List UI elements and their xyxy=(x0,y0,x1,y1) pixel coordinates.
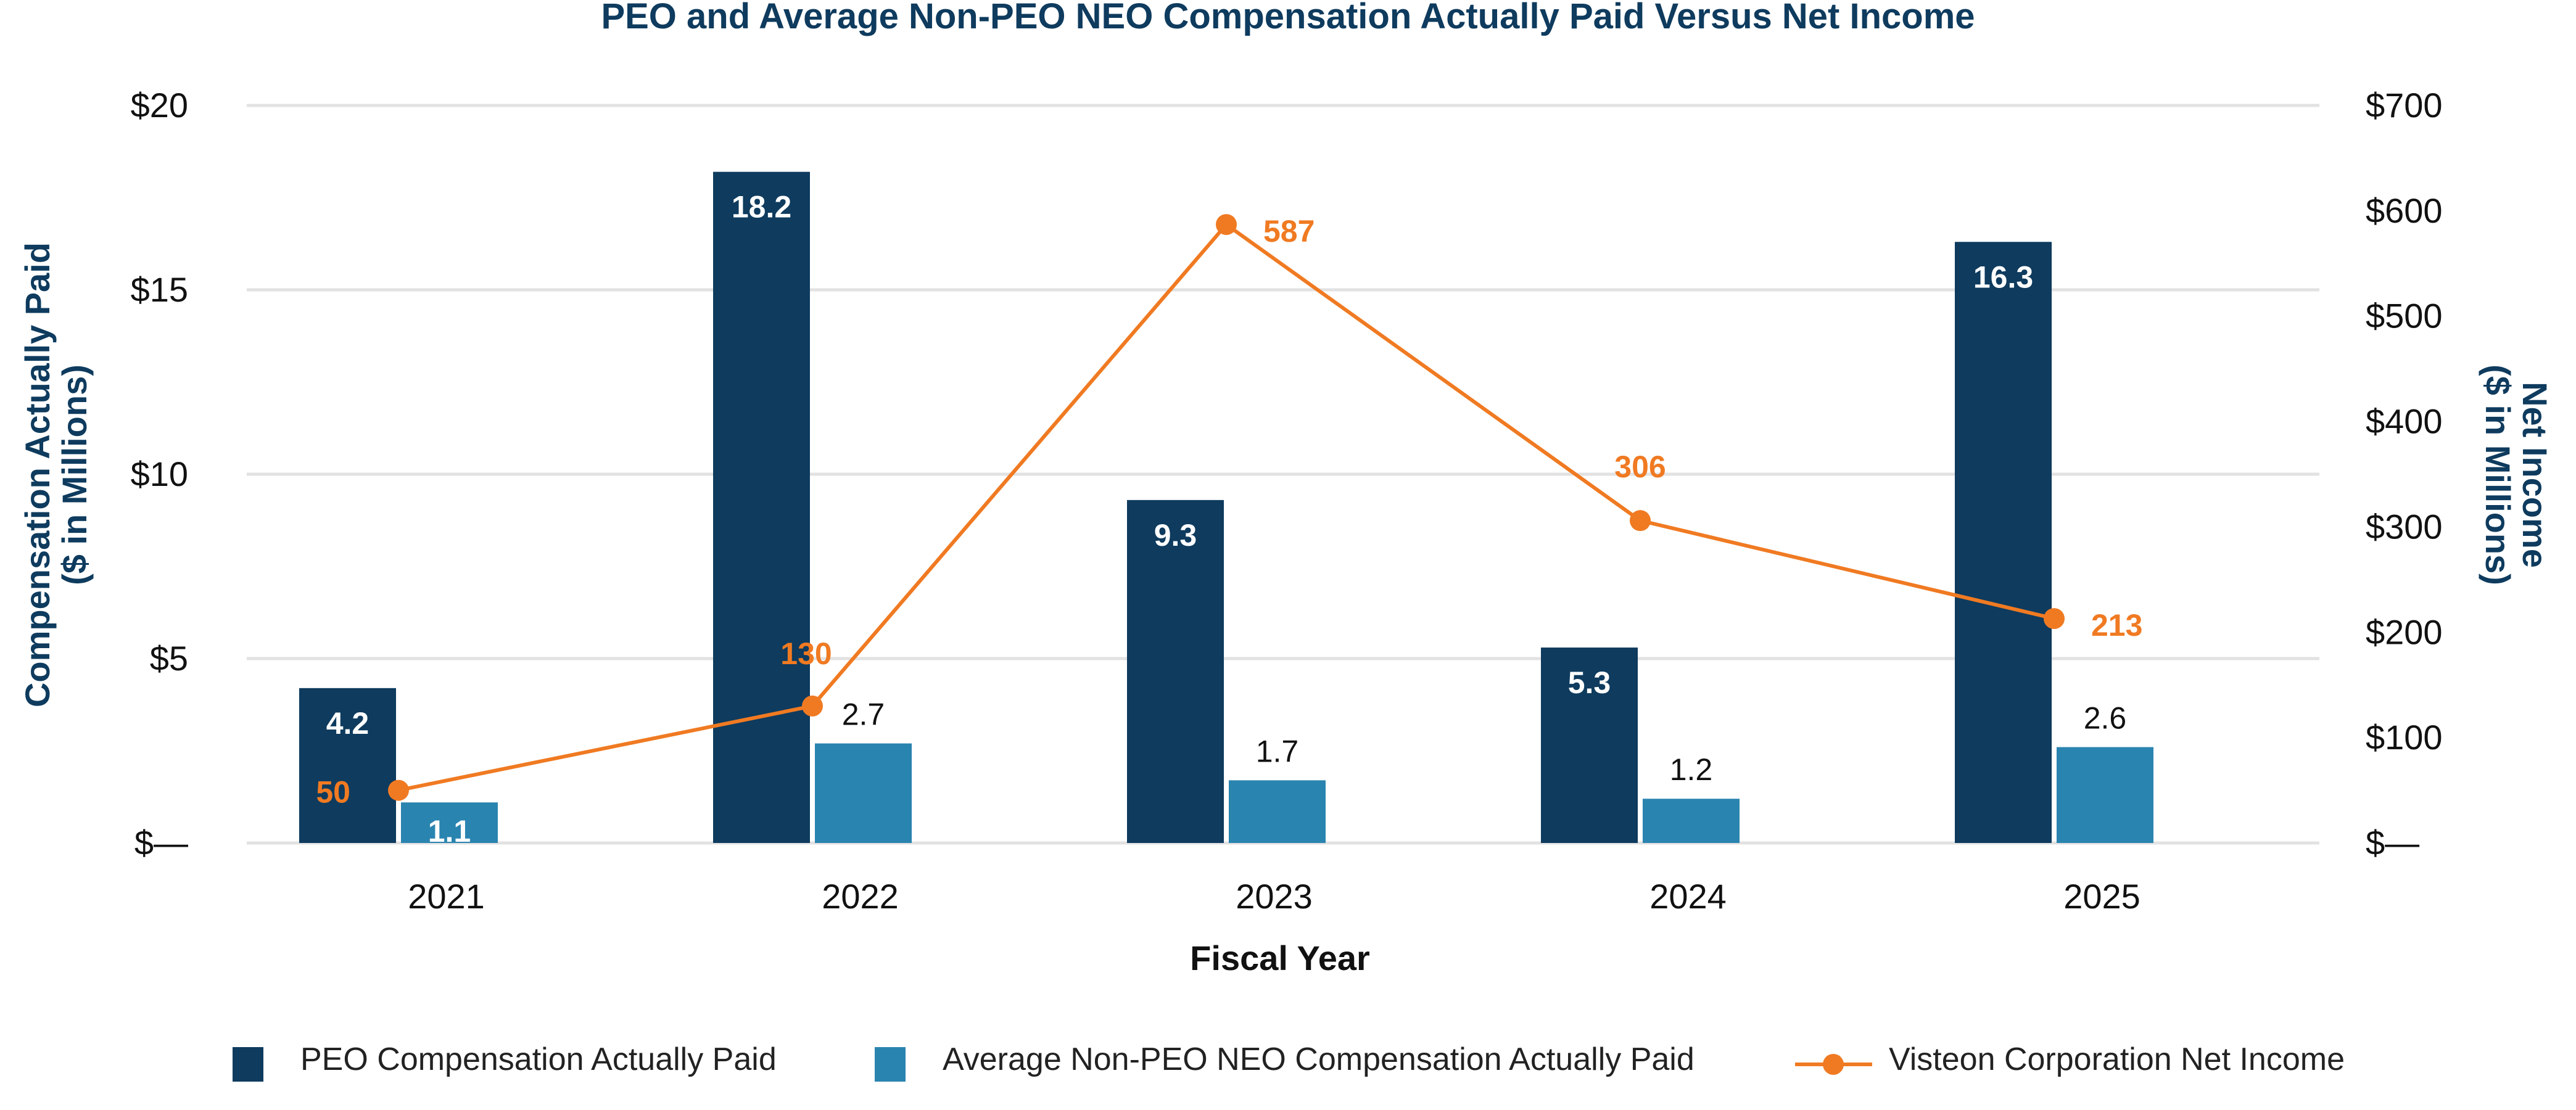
bar-label-peo: 4.2 xyxy=(326,706,369,741)
bar-label-peo: 16.3 xyxy=(1973,260,2033,294)
x-axis-title: Fiscal Year xyxy=(1190,939,1370,977)
y2-tick-label: $300 xyxy=(2366,507,2443,546)
net-income-point xyxy=(1630,510,1651,532)
y2-tick-label: $600 xyxy=(2366,191,2443,230)
bar-peo xyxy=(299,688,396,843)
y2-tick-label: $— xyxy=(2366,823,2419,862)
net-income-label: 306 xyxy=(1614,450,1666,484)
bars xyxy=(299,171,2153,843)
y-axis-left-title-line: Compensation Actually Paid xyxy=(18,242,57,707)
bar-non-peo-neo xyxy=(815,743,912,843)
net-income-label: 587 xyxy=(1263,214,1315,249)
y2-tick-label: $400 xyxy=(2366,402,2443,441)
net-income-label: 130 xyxy=(780,636,832,671)
bar-peo xyxy=(1955,242,2052,843)
legend-label-non-peo-neo: Average Non-PEO NEO Compensation Actuall… xyxy=(943,1042,1695,1077)
net-income-line xyxy=(388,214,2065,801)
bar-peo xyxy=(1127,500,1224,843)
x-tick-label: 2023 xyxy=(1236,877,1313,916)
x-axis: 2021 2022 2023 2024 2025 xyxy=(408,877,2140,916)
bar-label-peo: 9.3 xyxy=(1154,518,1197,553)
bar-label-peo: 18.2 xyxy=(732,190,791,224)
y-axis-right-title-line: Net Income xyxy=(2516,382,2554,568)
bar-label-non-peo-neo: 1.1 xyxy=(428,814,471,849)
x-tick-label: 2021 xyxy=(408,877,485,916)
net-income-polyline xyxy=(398,222,2055,792)
y-tick-label: $15 xyxy=(131,270,188,309)
bar-non-peo-neo xyxy=(1643,799,1740,843)
x-tick-label: 2022 xyxy=(822,877,899,916)
y2-tick-label: $200 xyxy=(2366,612,2443,651)
x-tick-label: 2025 xyxy=(2063,877,2140,916)
y-axis-right: $— $100 $200 $300 $400 $500 $600 $700 xyxy=(2366,86,2443,862)
legend-label-net-income: Visteon Corporation Net Income xyxy=(1889,1042,2345,1077)
y2-tick-label: $100 xyxy=(2366,718,2443,757)
chart-title: PEO and Average Non-PEO NEO Compensation… xyxy=(601,0,1975,36)
bar-peo xyxy=(713,171,810,843)
y-tick-label: $10 xyxy=(131,454,188,493)
bar-label-non-peo-neo: 1.7 xyxy=(1256,734,1299,768)
y-tick-label: $— xyxy=(134,823,188,862)
bar-non-peo-neo xyxy=(2057,747,2153,843)
x-tick-label: 2024 xyxy=(1649,877,1727,916)
net-income-label: 50 xyxy=(316,775,350,810)
y-axis-right-title: Net Income($ in Millions) xyxy=(2479,364,2554,585)
legend-swatch-peo xyxy=(233,1047,263,1082)
bar-label-non-peo-neo: 2.6 xyxy=(2084,701,2127,736)
data-labels: 4.2 1.1 18.2 2.7 9.3 1.7 5.3 1.2 16.3 2.6 50 130 587… xyxy=(316,190,2142,849)
net-income-label: 213 xyxy=(2091,608,2142,643)
y2-tick-label: $700 xyxy=(2366,86,2443,125)
bar-peo xyxy=(1541,648,1638,843)
bar-label-non-peo-neo: 2.7 xyxy=(842,697,885,732)
legend-label-peo: PEO Compensation Actually Paid xyxy=(300,1042,777,1077)
bar-label-peo: 5.3 xyxy=(1568,665,1611,700)
legend: PEO Compensation Actually Paid Average No… xyxy=(233,1042,2345,1082)
bar-non-peo-neo xyxy=(1229,780,1326,843)
net-income-point xyxy=(1216,214,1237,236)
net-income-point xyxy=(388,779,409,801)
y-axis-left: $— $5 $10 $15 $20 xyxy=(131,86,188,862)
y-axis-right-title-text: Net Income($ in Millions) xyxy=(2479,364,2554,585)
y-tick-label: $20 xyxy=(131,86,188,125)
y-tick-label: $5 xyxy=(150,639,188,678)
y2-tick-label: $500 xyxy=(2366,297,2443,335)
legend-swatch-non-peo-neo xyxy=(875,1047,906,1082)
net-income-point xyxy=(2044,608,2065,630)
y-axis-left-title-line: ($ in Millions) xyxy=(55,364,94,585)
y-axis-left-title-text: Compensation Actually Paid($ in Millions… xyxy=(18,242,94,707)
bar-non-peo-neo xyxy=(401,802,498,843)
y-axis-right-title-line: ($ in Millions) xyxy=(2479,364,2517,585)
bar-label-non-peo-neo: 1.2 xyxy=(1670,752,1713,787)
y-axis-left-title: Compensation Actually Paid($ in Millions… xyxy=(18,242,94,707)
net-income-point xyxy=(802,695,823,717)
legend-swatch-net-income-marker xyxy=(1823,1054,1844,1075)
